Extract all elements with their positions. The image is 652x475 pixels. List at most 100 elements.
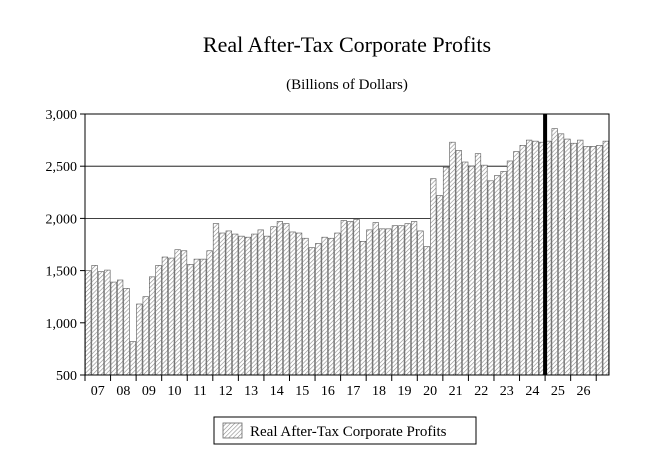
bar-6 [123,288,130,376]
x-tick-label-15: 22 [474,384,488,399]
bar-46 [379,228,386,376]
bar-18 [200,258,207,376]
bar-79 [589,146,597,376]
bar-11 [155,265,162,376]
bar-8 [136,303,143,376]
bars [85,128,609,376]
bar-35 [308,247,315,376]
bar-17 [193,258,200,376]
bar-67 [513,151,520,376]
bar-14 [174,249,181,376]
chart-title: Real After-Tax Corporate Profits [203,32,491,57]
x-tick-label-12: 19 [398,384,412,399]
x-tick-label-16: 23 [500,384,514,399]
bar-44 [366,229,373,376]
x-tick-label-11: 18 [372,384,386,399]
bar-5 [117,279,124,376]
legend-label: Real After-Tax Corporate Profits [250,424,447,440]
bar-58 [455,150,462,376]
bar-69 [526,139,533,376]
bar-78 [583,146,590,376]
bar-29 [270,226,277,376]
bar-48 [391,225,399,376]
legend: Real After-Tax Corporate Profits [213,416,477,445]
y-tick-label-1: 1,000 [46,317,78,332]
x-tick-label-6: 13 [244,384,258,399]
plot-frame [84,113,610,376]
bar-59 [462,161,469,376]
bar-49 [398,225,405,376]
y-tick-label-3: 2,000 [46,212,78,227]
x-tick-label-4: 11 [193,384,206,399]
bar-36 [315,243,322,376]
bar-74 [557,133,565,376]
bar-38 [327,237,335,376]
bar-25 [244,236,252,376]
x-tick-label-7: 14 [270,384,284,399]
bar-70 [532,140,539,376]
x-tick-label-5: 12 [219,384,233,399]
bar-31 [283,223,290,376]
bar-9 [142,296,149,376]
x-axis: 07 08 09 10 11 12 13 14 15 16 17 18 19 20 21 22 23 24 25 26 [84,375,597,399]
x-tick-label-18: 25 [551,384,565,399]
bar-37 [321,236,328,376]
bar-63 [487,180,494,376]
x-tick-label-3: 10 [167,384,181,399]
x-tick-label-2: 09 [142,384,156,399]
y-tick-label-2: 1,500 [46,265,78,280]
bar-57 [449,141,456,376]
bar-52 [417,230,424,376]
bar-30 [276,221,283,376]
bar-13 [168,257,175,376]
chart-subtitle: (Billions of Dollars) [286,77,408,93]
bar-62 [481,164,488,376]
bar-4 [110,281,117,376]
x-tick-label-19: 26 [576,384,590,399]
bar-7 [129,341,137,376]
bar-33 [295,232,303,376]
bar-61 [474,153,482,376]
bar-66 [506,160,514,376]
y-axis: 500 1,000 1,500 2,000 2,500 3,000 [46,108,85,384]
bar-50 [404,223,411,376]
bar-43 [359,241,367,376]
bar-23 [232,233,239,376]
x-tick-label-9: 16 [321,384,335,399]
legend-box [213,416,477,445]
bar-41 [347,221,354,376]
bar-19 [206,250,213,376]
bar-65 [500,171,507,376]
bar-10 [149,276,156,376]
x-tick-label-10: 17 [346,384,360,399]
bar-73 [551,128,558,376]
x-tick-label-0: 07 [91,384,105,399]
bar-64 [494,175,501,376]
bar-54 [430,178,437,376]
bar-40 [340,220,347,376]
bar-77 [577,139,584,376]
x-tick-label-13: 20 [423,384,437,399]
bar-2 [97,271,105,376]
bar-68 [519,145,526,376]
bar-12 [161,256,168,376]
bar-26 [251,233,258,376]
bar-76 [570,142,577,376]
bar-75 [564,138,571,376]
x-tick-label-17: 24 [525,384,539,399]
bar-55 [436,195,443,376]
x-tick-label-14: 21 [449,384,463,399]
bar-60 [468,165,475,376]
bar-42 [353,219,360,376]
bar-53 [423,246,430,376]
bar-51 [410,221,418,376]
bar-15 [180,250,188,376]
bar-3 [104,269,111,376]
bar-80 [596,145,603,376]
bar-39 [334,232,341,376]
bar-81 [602,140,609,376]
bar-24 [238,235,245,376]
bar-0 [85,270,92,376]
bar-56 [442,166,450,376]
